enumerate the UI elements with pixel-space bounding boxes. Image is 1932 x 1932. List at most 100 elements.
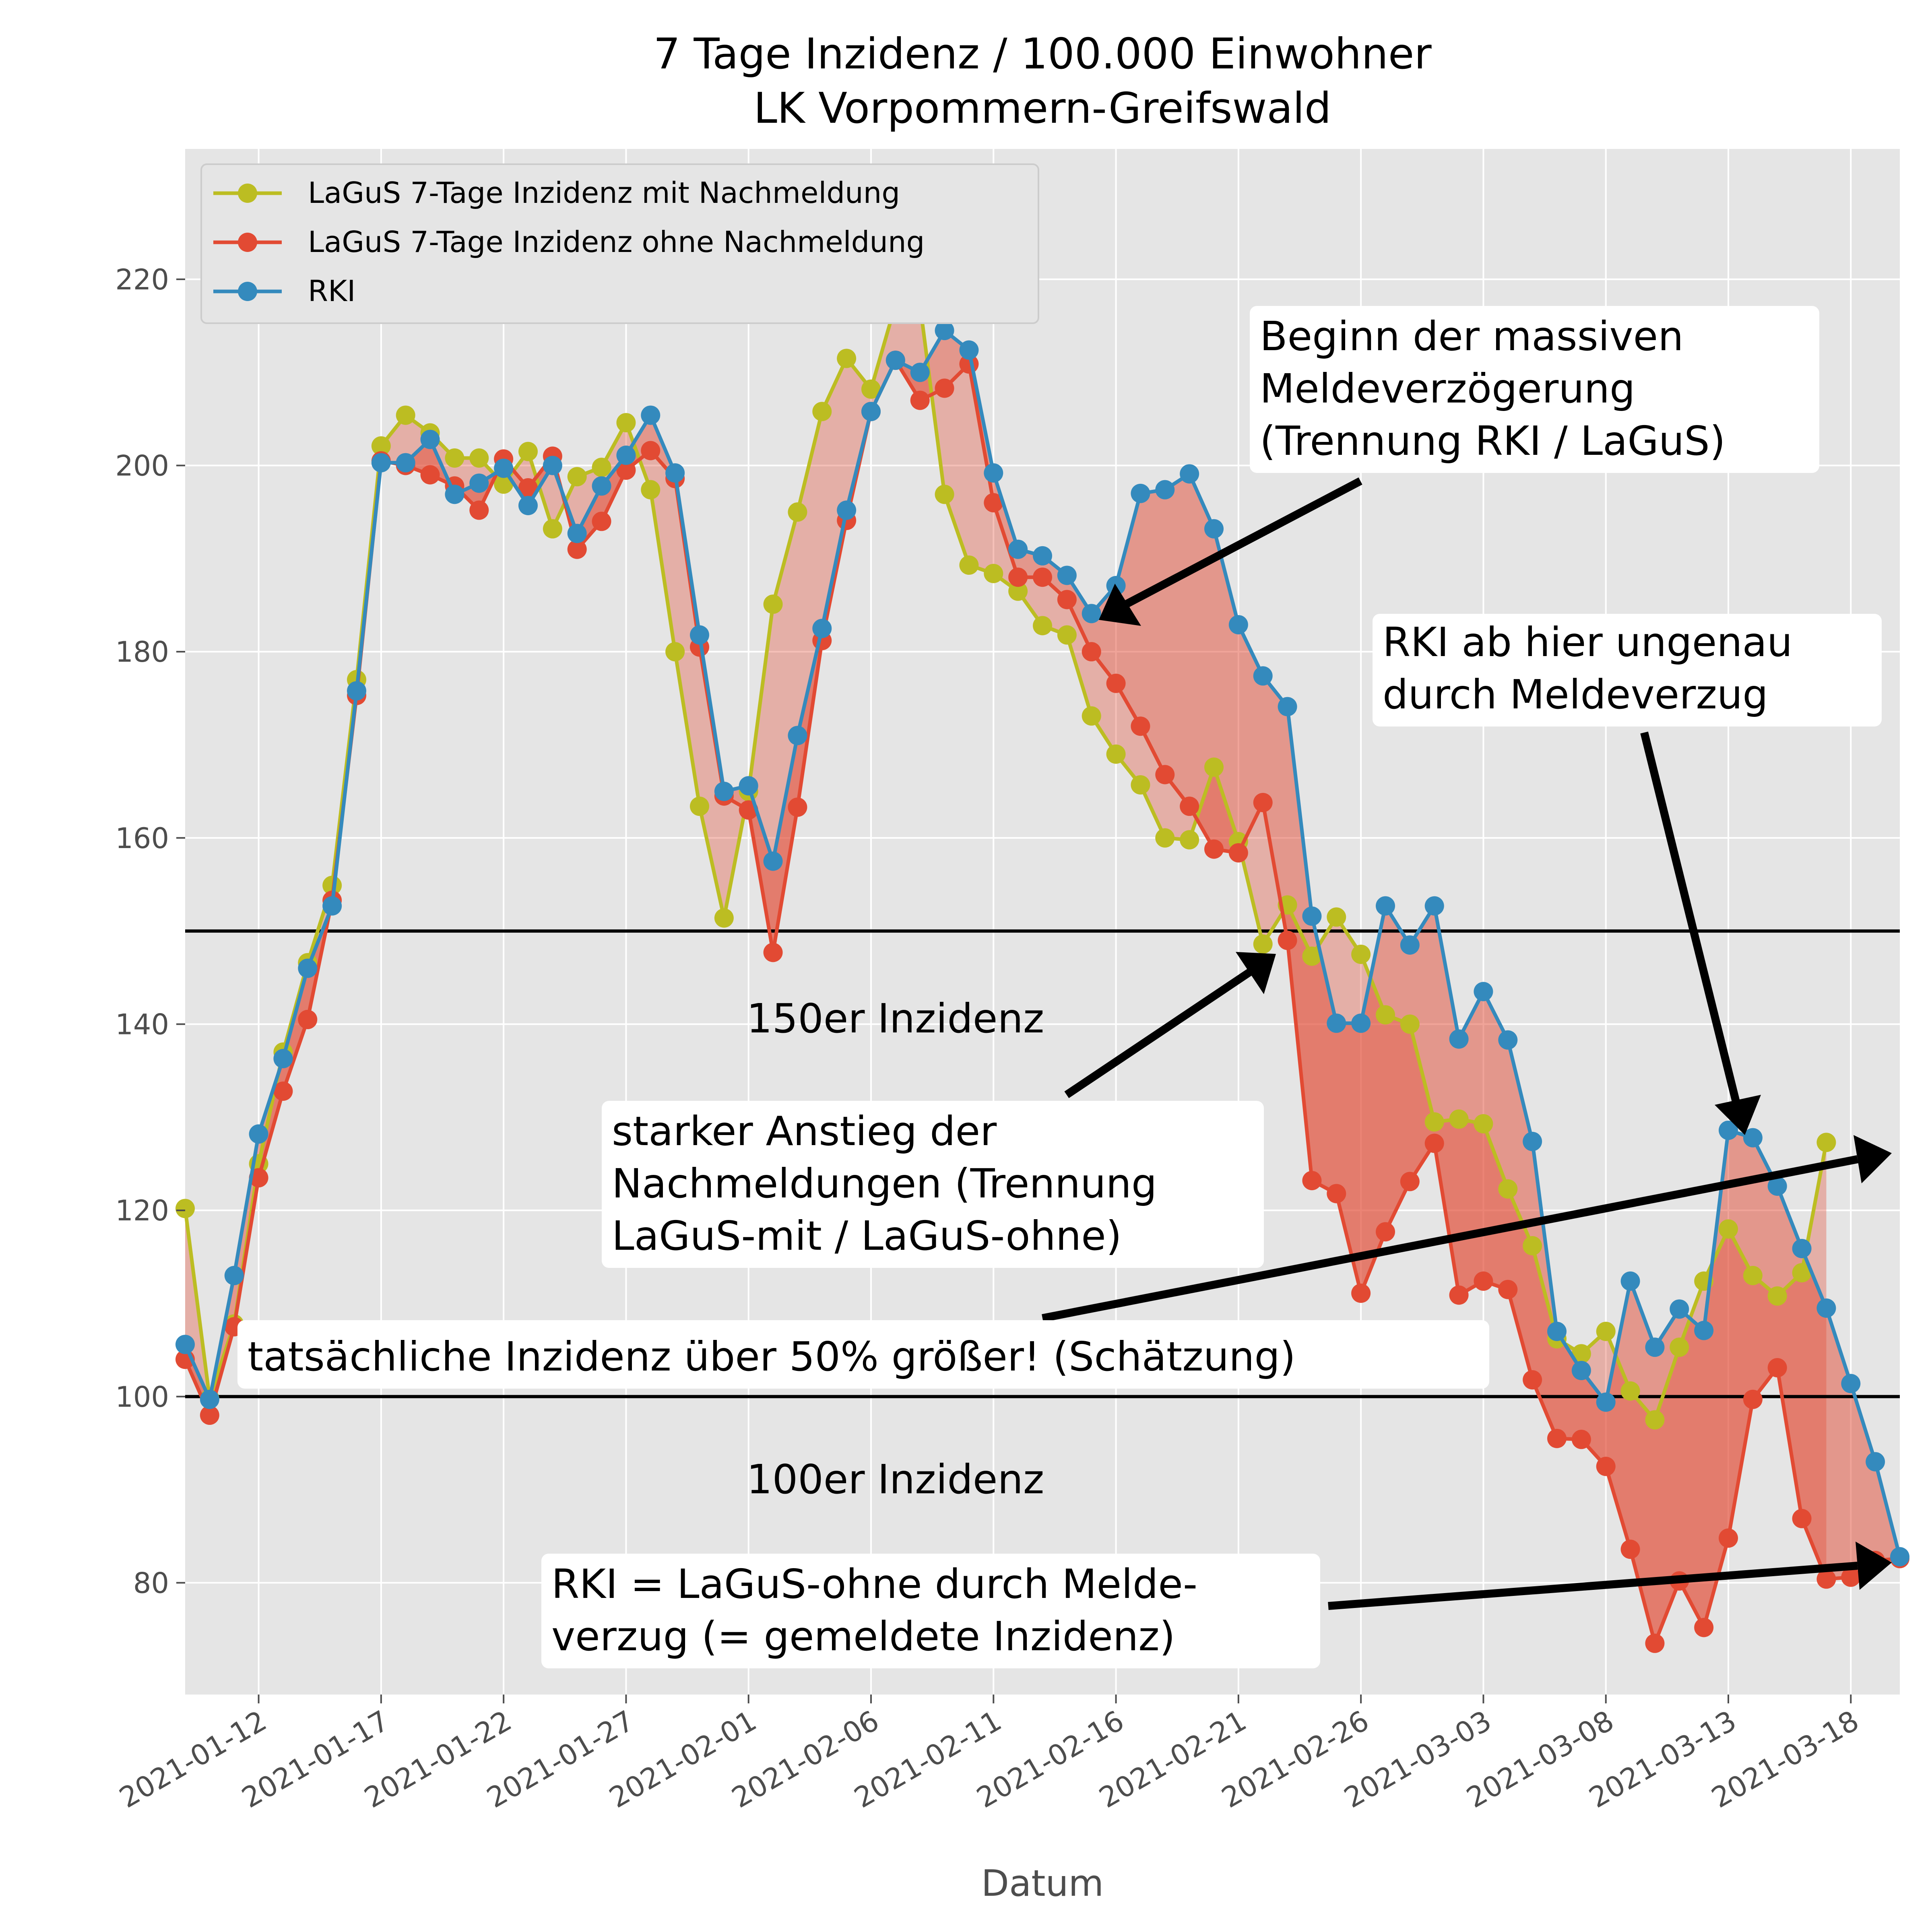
point-rki-17 bbox=[592, 476, 611, 496]
annotation-beginn-line-1: Beginn der massiven bbox=[1260, 313, 1684, 360]
point-rki-50 bbox=[1400, 935, 1420, 955]
y-tick-label-160: 160 bbox=[115, 822, 169, 855]
point-rki-45 bbox=[1278, 697, 1297, 716]
point-rki-6 bbox=[322, 896, 342, 916]
point-rki-66 bbox=[1792, 1238, 1812, 1258]
point-lagus-ohne-25 bbox=[788, 797, 807, 817]
hline-label-150: 150er Inzidenz bbox=[747, 995, 1044, 1042]
point-rki-0 bbox=[175, 1335, 195, 1354]
point-lagus-ohne-59 bbox=[1620, 1540, 1640, 1559]
point-lagus-mit-53 bbox=[1474, 1114, 1493, 1133]
point-lagus-mit-18 bbox=[616, 413, 636, 433]
annotation-box-starker-anstieg bbox=[602, 1101, 1264, 1268]
point-rki-57 bbox=[1571, 1360, 1591, 1380]
point-rki-8 bbox=[371, 453, 391, 473]
point-rki-27 bbox=[837, 500, 857, 520]
annotation-beginn-line-2: Meldeverzögerung bbox=[1260, 365, 1635, 412]
point-rki-41 bbox=[1180, 464, 1199, 484]
point-lagus-ohne-3 bbox=[249, 1168, 268, 1188]
point-lagus-ohne-64 bbox=[1743, 1389, 1763, 1409]
point-rki-24 bbox=[763, 851, 783, 871]
annotation-rki-gleich-lagus-line-2: verzug (= gemeldete Inzidenz) bbox=[551, 1613, 1175, 1660]
point-lagus-ohne-40 bbox=[1155, 765, 1175, 784]
annotation-rki-ungenau-line-2: durch Meldeverzug bbox=[1383, 671, 1768, 718]
point-lagus-mit-33 bbox=[984, 564, 1003, 583]
point-rki-37 bbox=[1082, 604, 1101, 623]
point-rki-59 bbox=[1620, 1271, 1640, 1291]
point-rki-53 bbox=[1474, 982, 1493, 1001]
point-lagus-mit-16 bbox=[567, 467, 587, 487]
arrow-tatsaechliche-inzidenz bbox=[1042, 1135, 1892, 1322]
point-lagus-mit-67 bbox=[1816, 1133, 1836, 1152]
point-lagus-mit-11 bbox=[445, 448, 464, 468]
point-lagus-mit-44 bbox=[1253, 934, 1273, 954]
point-lagus-mit-35 bbox=[1033, 616, 1052, 636]
point-rki-34 bbox=[1008, 539, 1028, 559]
point-lagus-mit-26 bbox=[812, 402, 832, 421]
point-rki-5 bbox=[298, 958, 318, 978]
threshold-lines bbox=[185, 929, 1900, 1398]
point-lagus-ohne-60 bbox=[1645, 1633, 1665, 1653]
point-lagus-mit-22 bbox=[714, 908, 734, 928]
fill-rki-vs-lagus-ohne bbox=[185, 330, 1900, 1643]
point-lagus-ohne-63 bbox=[1719, 1528, 1738, 1548]
point-lagus-ohne-55 bbox=[1523, 1370, 1542, 1390]
series-lagus-ohne bbox=[175, 351, 1909, 1653]
point-rki-4 bbox=[273, 1049, 293, 1069]
y-tick-label-220: 220 bbox=[115, 263, 169, 296]
point-rki-32 bbox=[959, 340, 979, 360]
point-lagus-mit-17 bbox=[592, 458, 611, 477]
point-lagus-ohne-35 bbox=[1033, 568, 1052, 587]
y-tick-label-120: 120 bbox=[115, 1194, 169, 1227]
point-lagus-ohne-50 bbox=[1400, 1172, 1420, 1191]
point-lagus-mit-61 bbox=[1670, 1338, 1689, 1357]
point-rki-10 bbox=[420, 429, 440, 449]
annotation-beginn-line-3: (Trennung RKI / LaGuS) bbox=[1260, 417, 1726, 464]
point-lagus-mit-36 bbox=[1057, 625, 1077, 645]
point-rki-56 bbox=[1547, 1321, 1567, 1341]
point-lagus-mit-50 bbox=[1400, 1014, 1420, 1034]
point-lagus-ohne-51 bbox=[1424, 1133, 1444, 1153]
annotation-starker-anstieg-line-1: starker Anstieg der bbox=[612, 1108, 997, 1155]
point-lagus-ohne-62 bbox=[1694, 1618, 1714, 1637]
point-lagus-ohne-49 bbox=[1376, 1222, 1395, 1242]
y-tick-label-200: 200 bbox=[115, 450, 169, 483]
x-axis-label: Datum bbox=[981, 1862, 1104, 1905]
point-rki-25 bbox=[788, 726, 807, 745]
point-rki-40 bbox=[1155, 480, 1175, 500]
point-rki-51 bbox=[1424, 896, 1444, 916]
point-lagus-ohne-14 bbox=[518, 478, 538, 498]
point-rki-28 bbox=[861, 402, 881, 421]
point-lagus-ohne-46 bbox=[1302, 1171, 1322, 1191]
point-rki-30 bbox=[910, 363, 930, 382]
point-rki-42 bbox=[1204, 519, 1224, 539]
point-rki-69 bbox=[1866, 1452, 1885, 1472]
point-lagus-mit-55 bbox=[1523, 1236, 1542, 1256]
point-rki-3 bbox=[249, 1124, 268, 1144]
point-lagus-ohne-45 bbox=[1278, 931, 1297, 950]
point-rki-43 bbox=[1228, 615, 1248, 635]
point-lagus-ohne-30 bbox=[910, 390, 930, 410]
arrow-starker-anstieg bbox=[1064, 952, 1276, 1098]
point-rki-67 bbox=[1816, 1298, 1836, 1318]
point-lagus-ohne-68 bbox=[1841, 1567, 1861, 1587]
point-lagus-mit-46 bbox=[1302, 946, 1322, 966]
point-lagus-ohne-5 bbox=[298, 1009, 318, 1029]
chart-title-line-2: LK Vorpommern-Greifswald bbox=[753, 84, 1331, 133]
point-lagus-mit-63 bbox=[1719, 1219, 1738, 1239]
annotation-box-tatsaechliche-inzidenz bbox=[237, 1320, 1489, 1389]
point-lagus-ohne-19 bbox=[641, 441, 661, 460]
annotation-box-beginn bbox=[1250, 306, 1819, 473]
point-rki-29 bbox=[886, 351, 905, 370]
hline-label-100: 100er Inzidenz bbox=[747, 1456, 1044, 1503]
point-rki-16 bbox=[567, 524, 587, 543]
point-lagus-mit-42 bbox=[1204, 758, 1224, 777]
annotation-box-rki-gleich-lagus bbox=[541, 1554, 1320, 1668]
point-rki-47 bbox=[1327, 1013, 1346, 1033]
point-rki-35 bbox=[1033, 546, 1052, 566]
point-lagus-mit-25 bbox=[788, 502, 807, 522]
point-lagus-mit-66 bbox=[1792, 1263, 1812, 1283]
point-lagus-mit-8 bbox=[371, 436, 391, 456]
point-lagus-ohne-33 bbox=[984, 493, 1003, 513]
point-lagus-mit-49 bbox=[1376, 1005, 1395, 1025]
